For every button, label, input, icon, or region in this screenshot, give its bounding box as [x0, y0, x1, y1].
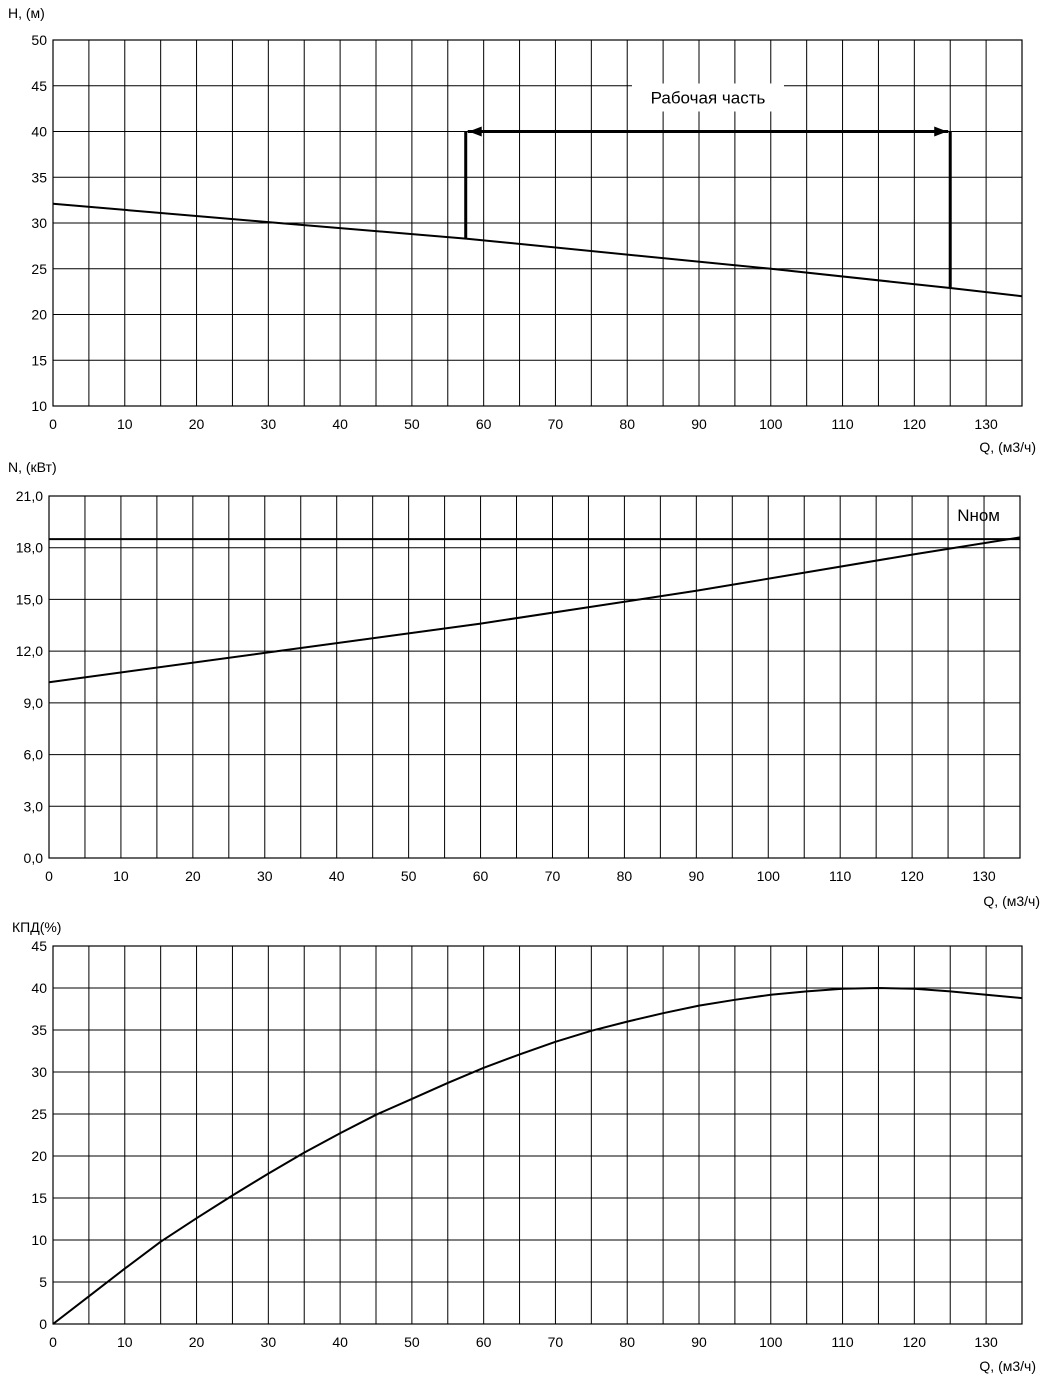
- annotation-label: Рабочая часть: [651, 89, 766, 108]
- x-tick-label: 70: [545, 868, 561, 884]
- x-tick-label: 100: [757, 868, 781, 884]
- x-tick-label: 120: [903, 416, 927, 432]
- x-tick-label: 80: [619, 1334, 635, 1350]
- plot-frame: [48, 495, 1021, 859]
- x-tick-label: 100: [759, 1334, 783, 1350]
- y-tick-label: 21,0: [16, 488, 43, 504]
- y-axis-label: КПД(%): [12, 919, 61, 935]
- y-tick-label: 6,0: [24, 747, 44, 763]
- y-tick-label: 30: [31, 215, 47, 231]
- x-tick-label: 50: [404, 1334, 420, 1350]
- y-axis-label: N, (кВт): [8, 459, 57, 475]
- y-tick-label: 12,0: [16, 643, 43, 659]
- x-tick-label: 60: [476, 1334, 492, 1350]
- x-tick-label: 10: [113, 868, 129, 884]
- x-tick-label: 70: [548, 416, 564, 432]
- x-tick-label: 100: [759, 416, 783, 432]
- y-tick-label: 0,0: [24, 850, 44, 866]
- x-tick-label: 10: [117, 1334, 133, 1350]
- x-tick-label: 60: [476, 416, 492, 432]
- y-tick-label: 10: [31, 1232, 47, 1248]
- y-tick-label: 20: [31, 1148, 47, 1164]
- y-tick-label: 25: [31, 261, 47, 277]
- x-tick-label: 60: [473, 868, 489, 884]
- y-tick-label: 50: [31, 32, 47, 48]
- x-tick-label: 80: [617, 868, 633, 884]
- series-line-efficiency: [52, 987, 1023, 1325]
- plot-frame: [52, 39, 1023, 407]
- y-tick-label: 45: [31, 938, 47, 954]
- x-tick-label: 70: [548, 1334, 564, 1350]
- x-tick-label: 120: [900, 868, 924, 884]
- x-axis-label: Q, (м3/ч): [979, 439, 1036, 455]
- x-tick-label: 40: [329, 868, 345, 884]
- x-tick-label: 90: [689, 868, 705, 884]
- x-tick-label: 130: [974, 1334, 998, 1350]
- series-line-power: [48, 536, 1021, 684]
- series-line-head: [52, 202, 1023, 298]
- chart-power: 0,0 3,0 6,0 9,0 12,0 15,0 18,0 21,0 0 10 20 30 40 50 6…: [8, 459, 1040, 909]
- x-tick-label: 130: [972, 868, 996, 884]
- x-tick-label: 0: [49, 416, 57, 432]
- y-tick-label: 15,0: [16, 591, 43, 607]
- x-tick-label: 30: [261, 1334, 277, 1350]
- x-tick-label: 110: [831, 416, 854, 432]
- y-tick-label: 5: [39, 1274, 47, 1290]
- y-axis-label: H, (м): [8, 5, 45, 21]
- x-axis-label: Q, (м3/ч): [979, 1358, 1036, 1374]
- x-tick-label: 40: [332, 1334, 348, 1350]
- x-tick-label: 130: [974, 416, 998, 432]
- reference-line-label: Nном: [957, 506, 1000, 525]
- x-axis-label: Q, (м3/ч): [983, 893, 1040, 909]
- y-tick-label: 18,0: [16, 540, 43, 556]
- y-tick-label: 15: [31, 352, 47, 368]
- y-tick-label: 15: [31, 1190, 47, 1206]
- y-tick-label: 3,0: [24, 798, 44, 814]
- arrowhead-right: [934, 126, 948, 137]
- y-tick-label: 25: [31, 1106, 47, 1122]
- y-tick-label: 45: [31, 78, 47, 94]
- x-tick-label: 20: [189, 1334, 205, 1350]
- chart-efficiency: 0 5 10 15 20 25 30 35 40 45 0 10 20 30 40 50 60 70 80 90 100…: [12, 919, 1036, 1374]
- x-tick-label: 20: [189, 416, 205, 432]
- x-tick-label: 50: [401, 868, 417, 884]
- x-tick-label: 20: [185, 868, 201, 884]
- x-tick-label: 90: [691, 1334, 707, 1350]
- y-tick-label: 10: [31, 398, 47, 414]
- y-tick-label: 30: [31, 1064, 47, 1080]
- x-tick-label: 90: [691, 416, 707, 432]
- x-tick-label: 110: [831, 1334, 854, 1350]
- x-tick-label: 40: [332, 416, 348, 432]
- x-tick-label: 30: [257, 868, 273, 884]
- x-tick-label: 30: [261, 416, 277, 432]
- x-tick-label: 50: [404, 416, 420, 432]
- y-tick-label: 40: [31, 980, 47, 996]
- y-tick-label: 0: [39, 1316, 47, 1332]
- plot-frame: [52, 945, 1023, 1325]
- annotation-background: [631, 83, 784, 112]
- x-tick-label: 0: [49, 1334, 57, 1350]
- y-tick-label: 9,0: [24, 695, 44, 711]
- y-tick-label: 35: [31, 1022, 47, 1038]
- y-tick-label: 35: [31, 169, 47, 185]
- x-tick-label: 0: [45, 868, 53, 884]
- x-tick-label: 120: [903, 1334, 927, 1350]
- x-tick-label: 10: [117, 416, 133, 432]
- y-tick-label: 40: [31, 124, 47, 140]
- arrowhead-left: [468, 126, 482, 137]
- y-tick-label: 20: [31, 307, 47, 323]
- x-tick-label: 110: [829, 868, 852, 884]
- x-tick-label: 80: [619, 416, 635, 432]
